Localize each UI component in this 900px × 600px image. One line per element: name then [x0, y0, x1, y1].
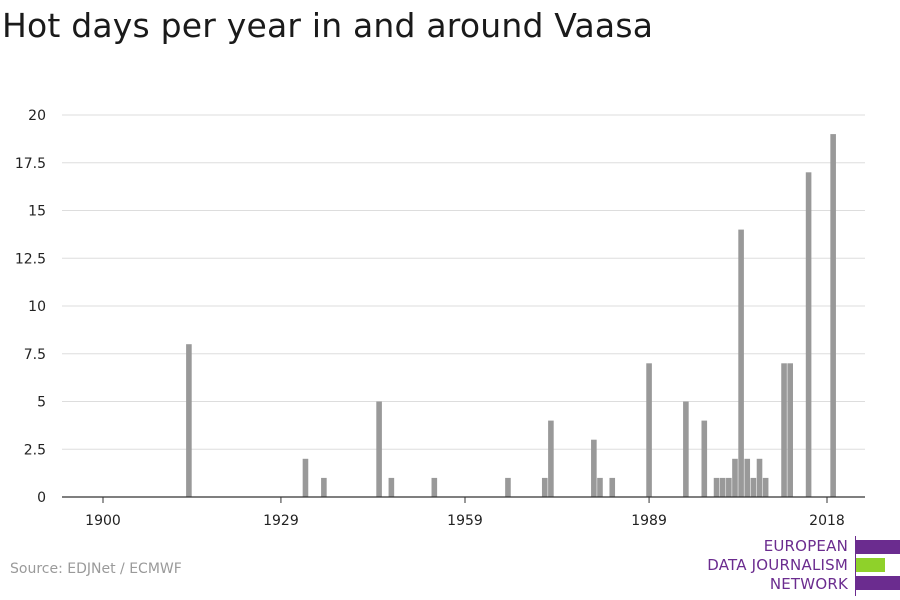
- edjnet-logo: EUROPEAN DATA JOURNALISM NETWORK: [700, 536, 900, 596]
- bar: [719, 477, 726, 497]
- bar: [388, 477, 395, 497]
- bar: [541, 477, 548, 497]
- y-tick-label: 17.5: [15, 156, 46, 172]
- bar: [591, 439, 597, 497]
- bar: [646, 363, 652, 497]
- bar: [609, 477, 616, 497]
- gridlines: [62, 114, 865, 450]
- bar: [726, 477, 732, 497]
- bar: [683, 401, 689, 497]
- bar: [302, 458, 309, 497]
- bar: [787, 363, 793, 497]
- x-tick-label: 1900: [85, 513, 121, 529]
- bar: [781, 363, 787, 497]
- logo-bar-green: [856, 558, 885, 572]
- logo-line-european: EUROPEAN: [763, 537, 848, 555]
- bar: [597, 477, 603, 497]
- bar: [738, 229, 744, 497]
- source-note: Source: EDJNet / ECMWF: [10, 561, 182, 577]
- bar: [744, 458, 751, 497]
- bar: [762, 477, 769, 497]
- x-tick-label: 1959: [447, 513, 483, 529]
- x-tick-label: 2018: [809, 513, 845, 529]
- x-tick-label: 1929: [263, 513, 299, 529]
- bar: [805, 172, 812, 498]
- bar: [431, 477, 438, 497]
- y-tick-label: 15: [28, 204, 46, 220]
- bar: [750, 477, 757, 497]
- logo-bar-purple-bottom: [856, 576, 900, 590]
- bar: [505, 477, 511, 497]
- bar: [830, 134, 836, 497]
- bars: [186, 134, 836, 498]
- y-tick-label: 2.5: [24, 442, 46, 458]
- logo-divider: [855, 536, 856, 596]
- bar: [548, 420, 554, 497]
- axes: [62, 496, 865, 503]
- logo-line-data-journalism: DATA JOURNALISM: [707, 556, 848, 574]
- y-tick-label: 12.5: [15, 251, 46, 267]
- bar: [756, 458, 763, 497]
- page-title: Hot days per year in and around Vaasa: [2, 6, 654, 45]
- bar: [376, 401, 382, 497]
- bar: [701, 420, 708, 497]
- logo-bar-purple-top: [856, 540, 900, 554]
- y-tick-label: 7.5: [24, 347, 46, 363]
- y-tick-label: 10: [28, 299, 46, 315]
- x-tick-label: 1989: [631, 513, 667, 529]
- tick-labels: 0 2.5 5 7.5 10 12.5 15 17.5 20 1900 1929 1959 1989 20…: [15, 108, 845, 529]
- bar: [321, 477, 327, 497]
- bar: [186, 344, 192, 497]
- bar: [732, 458, 738, 497]
- y-tick-label: 20: [28, 108, 46, 124]
- y-tick-label: 5: [37, 395, 46, 411]
- bar: [713, 477, 720, 497]
- y-tick-label: 0: [37, 490, 46, 506]
- logo-line-network: NETWORK: [769, 575, 848, 593]
